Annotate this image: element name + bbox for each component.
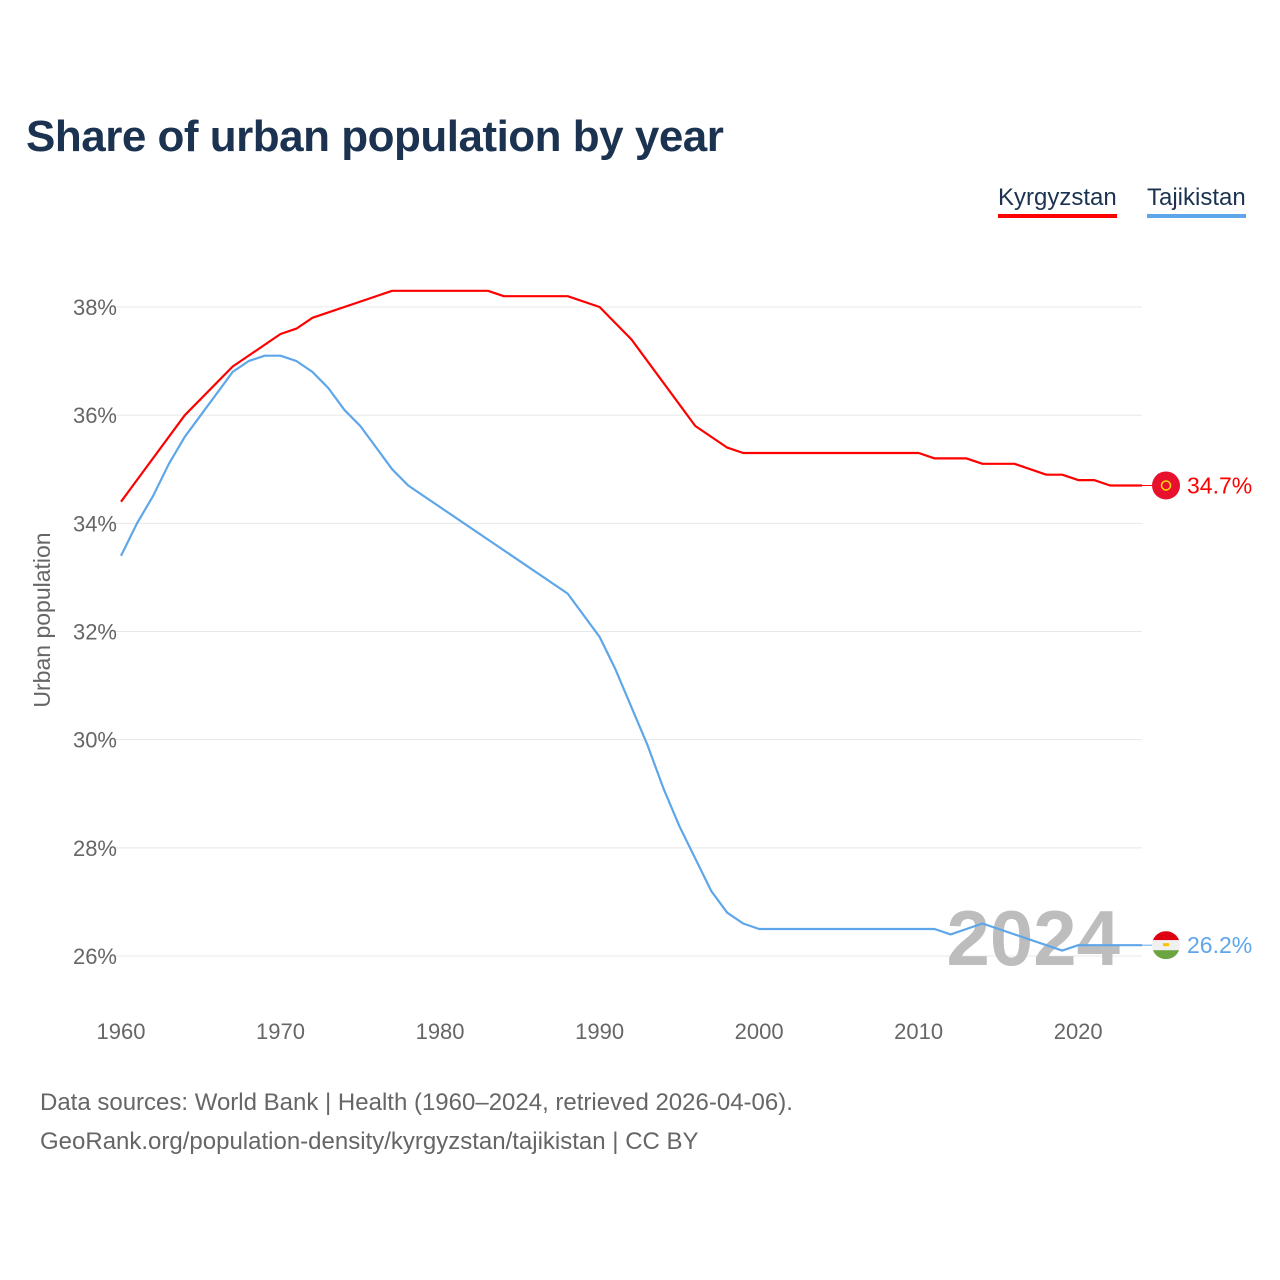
- x-tick-label: 1960: [97, 1019, 146, 1044]
- source-text: Data sources: World Bank | Health (1960–…: [40, 1089, 793, 1116]
- x-tick-label: 2020: [1054, 1019, 1103, 1044]
- flag-stripe-green: [1152, 950, 1180, 960]
- series-line-tajikistan: [120, 354, 1142, 952]
- year-watermark: 2024: [946, 894, 1120, 982]
- y-tick-label: 32%: [73, 620, 117, 645]
- flag-crown-icon: [1163, 943, 1169, 947]
- y-tick-label: 28%: [73, 836, 117, 861]
- series-line-kyrgyzstan: [120, 289, 1142, 503]
- end-value-label: 26.2%: [1187, 932, 1252, 958]
- tajikistan-flag-icon: [1152, 931, 1180, 960]
- chart-title: Share of urban population by year: [26, 112, 724, 161]
- y-tick-label: 38%: [73, 295, 117, 320]
- y-tick-label: 26%: [73, 944, 117, 969]
- flag-sun-icon: [1160, 480, 1172, 491]
- flag-stripe-red: [1152, 931, 1180, 941]
- y-tick-label: 36%: [73, 403, 117, 428]
- x-tick-label: 1990: [575, 1019, 624, 1044]
- kyrgyzstan-flag-icon: [1152, 471, 1180, 500]
- y-axis-label: Urban population: [29, 532, 55, 707]
- legend-item-tajikistan[interactable]: Tajikistan: [1147, 184, 1246, 218]
- x-tick-label: 2010: [894, 1019, 943, 1044]
- y-tick-label: 34%: [73, 511, 117, 536]
- y-tick-label: 30%: [73, 728, 117, 753]
- end-value-label: 34.7%: [1187, 472, 1252, 498]
- x-tick-label: 1980: [416, 1019, 465, 1044]
- x-tick-label: 2000: [735, 1019, 784, 1044]
- flag-stripes: [1152, 931, 1180, 960]
- legend-item-kyrgyzstan[interactable]: Kyrgyzstan: [998, 184, 1117, 218]
- source-link[interactable]: GeoRank.org/population-density/kyrgyzsta…: [40, 1128, 699, 1155]
- x-tick-label: 1970: [256, 1019, 305, 1044]
